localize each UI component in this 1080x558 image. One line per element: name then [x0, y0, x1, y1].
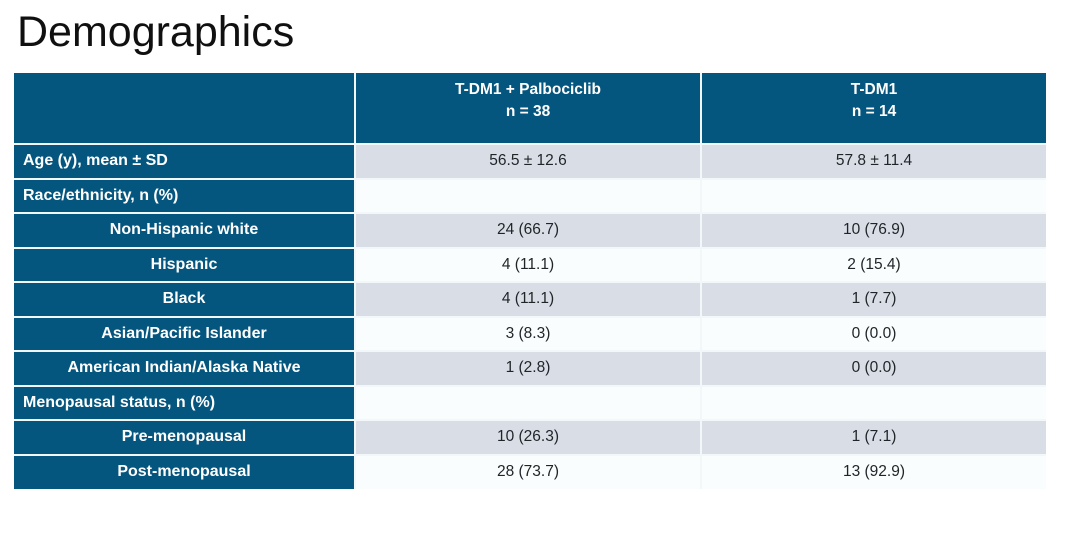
- data-cell: 1 (7.1): [700, 419, 1046, 456]
- data-cell: 10 (26.3): [354, 419, 702, 456]
- data-cell: [354, 177, 702, 214]
- table-row: Race/ethnicity, n (%): [14, 177, 1046, 214]
- row-label: Age (y), mean ± SD: [14, 143, 356, 180]
- table-row: Pre-menopausal 10 (26.3) 1 (7.1): [14, 419, 1046, 456]
- slide-title: Demographics: [17, 8, 295, 56]
- table-row: American Indian/Alaska Native 1 (2.8) 0 (0…: [14, 350, 1046, 387]
- column-header-n-label: n = 14: [851, 103, 897, 121]
- header-row: T-DM1 + Palbociclib n = 38 T-DM1 n = 14: [14, 73, 1046, 145]
- row-label: Black: [14, 281, 356, 318]
- table-row: Non-Hispanic white 24 (66.7) 10 (76.9): [14, 212, 1046, 249]
- column-header-drug-label: T-DM1: [850, 81, 898, 98]
- column-header-tdm1: T-DM1 n = 14: [700, 73, 1046, 145]
- row-label: Post-menopausal: [14, 453, 356, 489]
- row-label: American Indian/Alaska Native: [14, 350, 356, 387]
- data-cell: 24 (66.7): [354, 212, 702, 249]
- data-cell: 0 (0.0): [700, 350, 1046, 387]
- table-row: Hispanic 4 (11.1) 2 (15.4): [14, 246, 1046, 283]
- data-cell: 4 (11.1): [354, 246, 702, 283]
- table-row: Age (y), mean ± SD 56.5 ± 12.6 57.8 ± 11.4: [14, 143, 1046, 180]
- row-label: Pre-menopausal: [14, 419, 356, 456]
- data-cell: 0 (0.0): [700, 315, 1046, 352]
- data-cell: 56.5 ± 12.6: [354, 143, 702, 180]
- data-cell: 28 (73.7): [354, 453, 702, 489]
- demographics-table: T-DM1 + Palbociclib n = 38 T-DM1 n = 14 …: [14, 73, 1046, 489]
- row-label: Hispanic: [14, 246, 356, 283]
- row-label: Asian/Pacific Islander: [14, 315, 356, 352]
- table-row: Asian/Pacific Islander 3 (8.3) 0 (0.0): [14, 315, 1046, 352]
- data-cell: 2 (15.4): [700, 246, 1046, 283]
- row-label: Menopausal status, n (%): [14, 384, 356, 421]
- table-row: Post-menopausal 28 (73.7) 13 (92.9): [14, 453, 1046, 489]
- column-header-n-label: n = 38: [505, 103, 551, 121]
- column-header-tdm1-palbociclib: T-DM1 + Palbociclib n = 38: [354, 73, 702, 145]
- data-cell: 1 (2.8): [354, 350, 702, 387]
- data-cell: [354, 384, 702, 421]
- row-label: Non-Hispanic white: [14, 212, 356, 249]
- table-row: Black 4 (11.1) 1 (7.7): [14, 281, 1046, 318]
- data-cell: 57.8 ± 11.4: [700, 143, 1046, 180]
- table-corner-cell: [14, 73, 356, 145]
- data-cell: 4 (11.1): [354, 281, 702, 318]
- data-cell: 10 (76.9): [700, 212, 1046, 249]
- column-header-drug-label: T-DM1 + Palbociclib: [455, 81, 601, 98]
- data-cell: [700, 177, 1046, 214]
- row-label: Race/ethnicity, n (%): [14, 177, 356, 214]
- data-cell: 13 (92.9): [700, 453, 1046, 489]
- data-cell: 1 (7.7): [700, 281, 1046, 318]
- data-cell: [700, 384, 1046, 421]
- table-row: Menopausal status, n (%): [14, 384, 1046, 421]
- table-body: Age (y), mean ± SD 56.5 ± 12.6 57.8 ± 11.4…: [14, 143, 1046, 489]
- data-cell: 3 (8.3): [354, 315, 702, 352]
